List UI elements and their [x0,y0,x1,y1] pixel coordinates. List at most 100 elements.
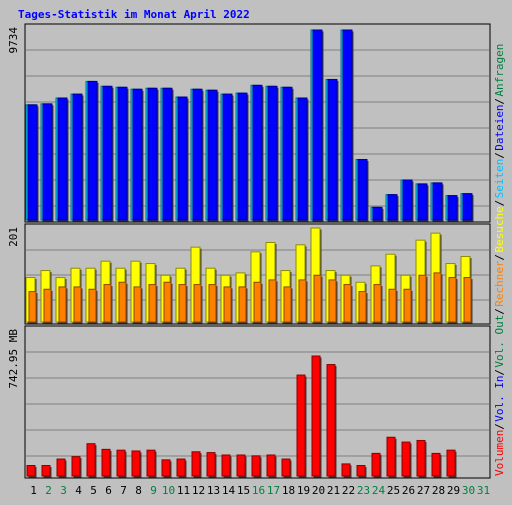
legend-entry-vol-in: Vol. In [493,375,506,421]
bar-rechner-day-20 [313,274,322,323]
bar-volumen-day-26 [401,441,411,477]
day-label-27: 27 [417,484,430,497]
bar-dateien-day-9 [147,87,158,221]
bar-volumen-day-24 [371,452,381,477]
bar-dateien-day-20 [312,29,323,221]
bar-volumen-day-4 [71,456,81,477]
bar-dateien-day-16 [252,84,263,221]
bar-dateien-day-25 [387,194,398,221]
bar-dateien-day-6 [102,85,113,221]
legend-separator: / [493,152,506,159]
day-label-22: 22 [342,484,355,497]
day-label-1: 1 [30,484,37,497]
day-label-5: 5 [90,484,97,497]
bar-volumen-day-1 [26,465,36,477]
day-label-7: 7 [120,484,127,497]
bar-volumen-day-25 [386,436,396,477]
bar-dateien-day-22 [342,29,353,221]
panel-visits: 201 [7,223,491,325]
bar-dateien-day-14 [222,93,233,221]
bar-dateien-day-10 [162,87,173,221]
day-label-15: 15 [237,484,250,497]
legend-separator: / [493,369,506,376]
bar-volumen-day-9 [146,449,156,477]
bar-rechner-day-26 [403,288,412,323]
bar-rechner-day-18 [283,286,292,323]
day-label-10: 10 [162,484,175,497]
day-label-30: 30 [462,484,475,497]
bar-volumen-day-29 [446,449,456,477]
bar-dateien-day-1 [27,104,38,221]
bar-dateien-day-24 [372,206,383,221]
bar-rechner-day-21 [328,279,337,323]
bar-dateien-day-11 [177,96,188,221]
bar-rechner-day-16 [253,281,262,323]
bar-rechner-day-7 [118,281,127,323]
day-label-28: 28 [432,484,445,497]
bar-volumen-day-8 [131,450,141,477]
bar-dateien-day-13 [207,89,218,221]
bar-dateien-day-21 [327,78,338,221]
y-scale-label: 201 [7,227,20,247]
bar-dateien-day-4 [72,93,83,221]
bar-dateien-day-23 [357,158,368,221]
legend-separator: / [493,98,506,105]
legend-entry-dateien: Dateien [493,104,506,150]
day-label-24: 24 [372,484,386,497]
day-label-19: 19 [297,484,310,497]
bar-rechner-day-5 [88,288,97,323]
bar-rechner-day-27 [418,274,427,323]
day-label-23: 23 [357,484,370,497]
bar-dateien-day-12 [192,88,203,221]
bar-dateien-day-15 [237,92,248,221]
bar-volumen-day-19 [296,374,306,477]
day-label-4: 4 [75,484,82,497]
bar-dateien-day-3 [57,97,68,221]
day-axis-labels: 1 2 3 4 5 6 7 8 9 10 11 12 13 14 15 16 17 18 19 20 21 22 23 24 2… [30,484,490,497]
bar-rechner-day-17 [268,279,277,323]
legend-separator: / [493,254,506,261]
bar-volumen-day-18 [281,458,291,477]
day-label-26: 26 [402,484,415,497]
legend-separator: / [493,423,506,430]
legend-entry-seiten: Seiten [493,159,506,199]
bar-volumen-day-16 [251,455,261,477]
bar-rechner-day-6 [103,284,112,323]
bar-dateien-day-2 [42,103,53,221]
bar-rechner-day-13 [208,284,217,323]
day-label-8: 8 [135,484,142,497]
bar-rechner-day-3 [58,286,67,323]
bar-volumen-day-17 [266,454,276,477]
bar-dateien-day-7 [117,86,128,221]
day-label-25: 25 [387,484,400,497]
day-label-17: 17 [267,484,280,497]
bar-rechner-day-30 [463,277,472,323]
bar-volumen-day-20 [311,355,321,477]
bar-volumen-day-10 [161,459,171,477]
bar-volumen-day-12 [191,451,201,477]
bar-rechner-day-19 [298,279,307,323]
legend-entry-rechner: Rechner [493,260,506,307]
chart-title: Tages-Statistik im Monat April 2022 [18,8,250,21]
bar-rechner-day-8 [133,286,142,323]
bar-dateien-day-5 [87,80,98,221]
legend-separator: / [493,200,506,207]
bar-volumen-day-14 [221,454,231,477]
bar-volumen-day-5 [86,443,96,477]
legend-entry-besuche: Besuche [493,206,506,252]
bar-rechner-day-14 [223,286,232,323]
bar-dateien-day-8 [132,88,143,221]
bar-rechner-day-28 [433,272,442,323]
day-label-6: 6 [105,484,112,497]
bar-rechner-day-2 [43,288,52,323]
bar-volumen-day-6 [101,448,111,477]
bar-dateien-day-28 [432,182,443,221]
bar-dateien-day-26 [402,179,413,221]
chart-panels: 9734 201 742.95 MB [7,23,491,479]
bar-rechner-day-4 [73,286,82,323]
bar-volumen-day-22 [341,463,351,477]
bar-rechner-day-10 [163,281,172,323]
bar-rechner-day-22 [343,284,352,323]
bar-volumen-day-28 [431,452,441,477]
